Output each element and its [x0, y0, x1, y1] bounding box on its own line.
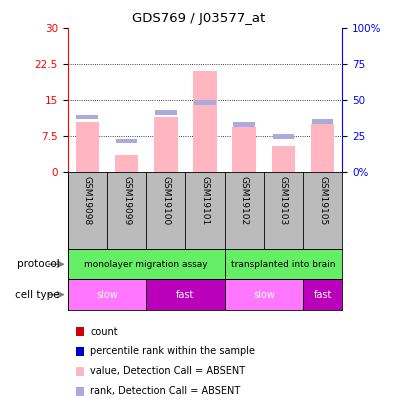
Text: percentile rank within the sample: percentile rank within the sample — [90, 346, 256, 356]
Bar — [116, 139, 137, 143]
Text: slow: slow — [96, 290, 118, 300]
Bar — [233, 122, 255, 127]
Text: GSM19098: GSM19098 — [83, 176, 92, 225]
Text: GSM19105: GSM19105 — [318, 176, 327, 225]
Text: fast: fast — [176, 290, 195, 300]
Text: GDS769 / J03577_at: GDS769 / J03577_at — [133, 12, 265, 25]
Bar — [224, 249, 342, 279]
Text: GSM19100: GSM19100 — [161, 176, 170, 225]
Text: value, Detection Call = ABSENT: value, Detection Call = ABSENT — [90, 366, 246, 376]
Bar — [193, 72, 217, 172]
Bar — [115, 156, 138, 172]
Text: count: count — [90, 327, 118, 337]
Text: transplanted into brain: transplanted into brain — [231, 260, 336, 269]
Bar — [76, 115, 98, 119]
Bar — [68, 279, 146, 310]
Text: slow: slow — [253, 290, 275, 300]
Bar — [224, 279, 303, 310]
Text: GSM19099: GSM19099 — [122, 176, 131, 225]
Bar — [155, 110, 177, 115]
Text: fast: fast — [314, 290, 332, 300]
Text: GSM19102: GSM19102 — [240, 176, 249, 225]
Text: GSM19101: GSM19101 — [201, 176, 209, 225]
Bar — [76, 122, 99, 172]
Bar — [232, 127, 256, 172]
Text: cell type: cell type — [15, 290, 60, 300]
Text: protocol: protocol — [17, 259, 60, 269]
Text: monolayer migration assay: monolayer migration assay — [84, 260, 208, 269]
Text: rank, Detection Call = ABSENT: rank, Detection Call = ABSENT — [90, 386, 241, 396]
Bar — [273, 134, 294, 139]
Bar — [311, 124, 334, 172]
Text: GSM19103: GSM19103 — [279, 176, 288, 225]
Bar — [303, 279, 342, 310]
Bar — [154, 117, 178, 172]
Bar — [312, 119, 334, 124]
Bar — [146, 279, 224, 310]
Bar — [68, 249, 224, 279]
Bar — [272, 146, 295, 172]
Bar — [194, 100, 216, 105]
